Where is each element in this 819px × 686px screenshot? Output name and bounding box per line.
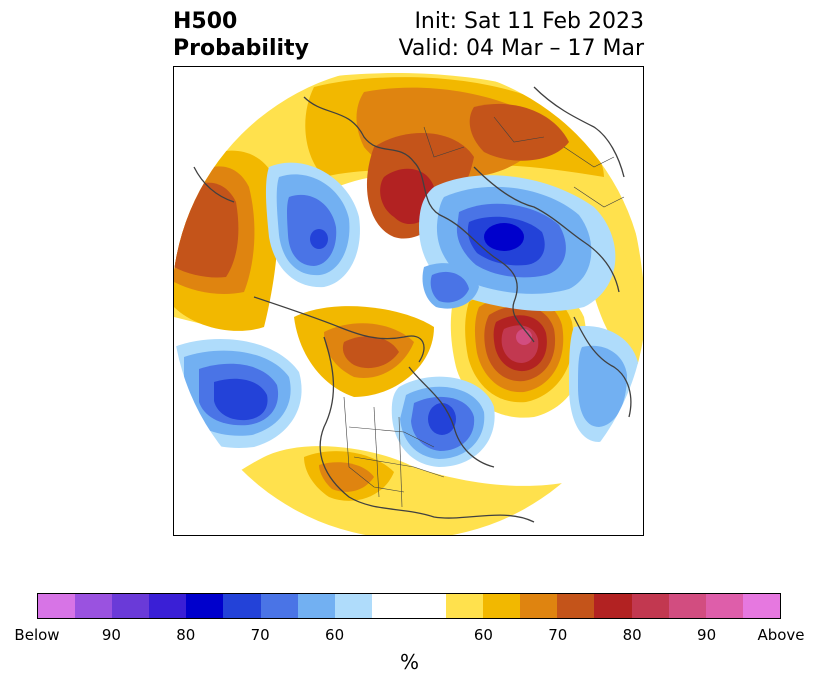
- probability-colorbar: [37, 593, 781, 619]
- political-borders: [343, 116, 625, 508]
- colorbar-segment: [149, 594, 187, 618]
- colorbar-tick-label: 70: [250, 626, 270, 644]
- probability-map: [173, 66, 644, 536]
- colorbar-tick-label: 80: [622, 626, 642, 644]
- init-date: Init: Sat 11 Feb 2023: [414, 9, 644, 34]
- colorbar-segment: [742, 594, 780, 618]
- title-line-1: H500: [173, 9, 238, 34]
- colorbar-segment: [334, 594, 372, 618]
- colorbar-tick-label: 60: [325, 626, 345, 644]
- colorbar-segment: [594, 594, 632, 618]
- colorbar-tick-labels: Below 90 80 70 60 60 70 80 90 Above: [14, 626, 804, 646]
- colorbar-segment: [112, 594, 150, 618]
- colorbar-segment: [186, 594, 224, 618]
- colorbar-segment: [483, 594, 521, 618]
- colorbar-segment: [297, 594, 335, 618]
- colorbar-tick-label: Above: [757, 626, 805, 644]
- colorbar-segment: [371, 594, 447, 618]
- colorbar-tick-label: 60: [473, 626, 493, 644]
- colorbar-segment: [446, 594, 484, 618]
- title-line-2: Probability: [173, 36, 309, 61]
- colorbar-segment: [520, 594, 558, 618]
- coastlines: [193, 86, 632, 523]
- colorbar-segment: [260, 594, 298, 618]
- probability-shading: [174, 67, 643, 535]
- valid-range: Valid: 04 Mar – 17 Mar: [398, 36, 644, 61]
- colorbar-tick-label: 80: [176, 626, 196, 644]
- colorbar-segment: [668, 594, 706, 618]
- colorbar-segment: [557, 594, 595, 618]
- colorbar-unit: %: [399, 650, 419, 674]
- colorbar-segment: [631, 594, 669, 618]
- colorbar-tick-label: 90: [101, 626, 121, 644]
- colorbar-segment: [75, 594, 113, 618]
- map-title: H500 Probability: [173, 8, 309, 62]
- colorbar-segment: [223, 594, 261, 618]
- date-info: Init: Sat 11 Feb 2023 Valid: 04 Mar – 17…: [399, 8, 644, 62]
- colorbar-tick-label: 70: [548, 626, 568, 644]
- colorbar-tick-label: Below: [14, 626, 60, 644]
- colorbar-tick-label: 90: [697, 626, 717, 644]
- map-canvas: [174, 67, 643, 535]
- colorbar-segment: [38, 594, 76, 618]
- colorbar-segment: [705, 594, 743, 618]
